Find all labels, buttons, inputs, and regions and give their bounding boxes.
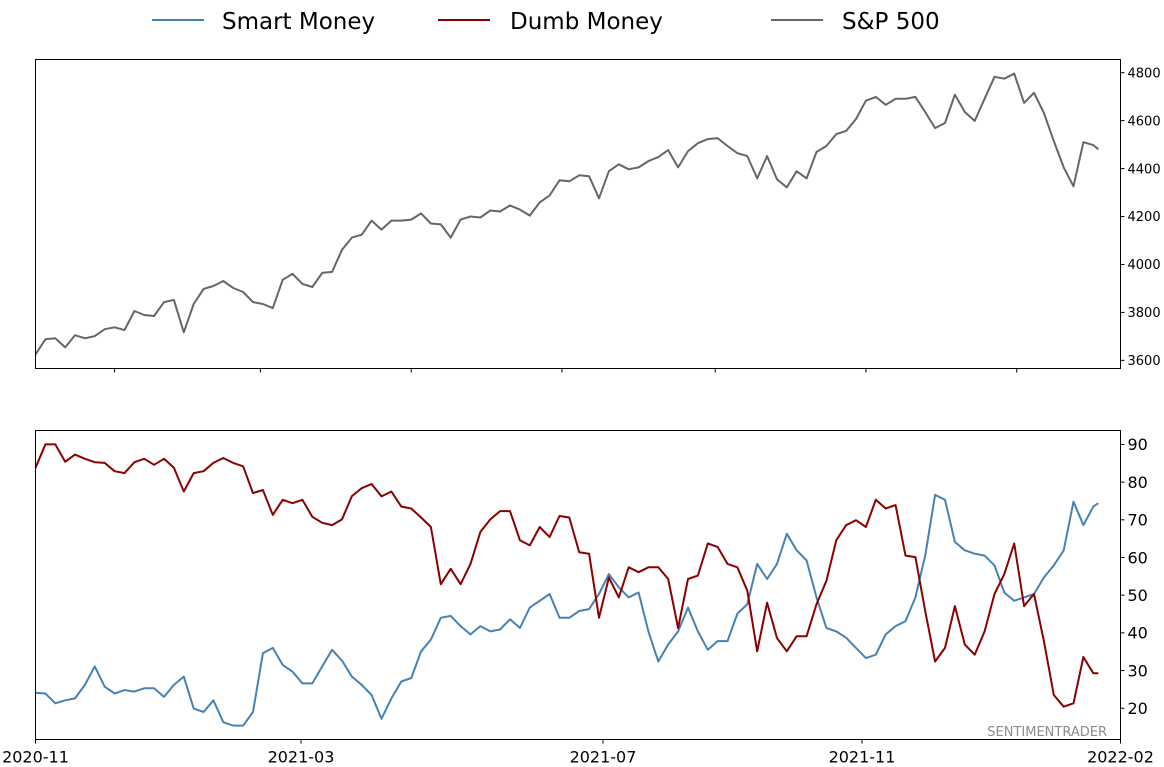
bottom-series-group — [34, 443, 1099, 727]
y-tick-label: 4200 — [1128, 210, 1161, 225]
y-tick-label: 4400 — [1128, 162, 1161, 177]
series-line-smart-money — [35, 493, 1099, 727]
y-tick-label: 30 — [1128, 661, 1148, 680]
top-x-axis — [114, 368, 1018, 373]
series-line-s-p-500 — [34, 72, 1099, 355]
y-tick-label: 40 — [1128, 624, 1148, 643]
legend-label-sp500: S&P 500 — [842, 9, 940, 35]
y-tick-label: 80 — [1128, 473, 1148, 492]
y-tick-label: 3600 — [1128, 354, 1161, 369]
top-y-axis: 3600 3800 4000 4200 4400 4600 4800 — [1120, 66, 1161, 369]
bottom-axes-frame — [35, 430, 1121, 740]
x-tick-label: 2021-11 — [829, 748, 896, 767]
top-axes-frame — [35, 59, 1121, 369]
top-panel-sp500: 3600 3800 4000 4200 4400 4600 4800 — [34, 59, 1161, 373]
series-line-dumb-money — [34, 443, 1099, 708]
legend-label-smart-money: Smart Money — [222, 9, 375, 35]
x-tick-label: 2021-03 — [268, 748, 335, 767]
y-tick-label: 20 — [1128, 699, 1148, 718]
bottom-y-axis: 20 30 40 50 60 70 80 90 — [1120, 435, 1148, 718]
legend-item-dumb-money: Dumb Money — [438, 9, 663, 35]
top-series-group — [34, 72, 1099, 355]
y-tick-label: 90 — [1128, 435, 1148, 454]
watermark: SENTIMENTRADER — [987, 725, 1107, 740]
y-tick-label: 4800 — [1128, 66, 1161, 81]
y-tick-label: 50 — [1128, 586, 1148, 605]
y-tick-label: 3800 — [1128, 306, 1161, 321]
bottom-x-axis: 2020-11 2021-03 2021-07 2021-11 2022-02 — [2, 739, 1154, 767]
x-tick-label: 2021-07 — [570, 748, 637, 767]
y-tick-label: 70 — [1128, 511, 1148, 530]
legend-item-sp500: S&P 500 — [771, 9, 940, 35]
x-tick-label: 2022-02 — [1087, 748, 1154, 767]
x-tick-label: 2020-11 — [2, 748, 69, 767]
legend: Smart Money Dumb Money S&P 500 — [152, 9, 940, 35]
legend-item-smart-money: Smart Money — [152, 9, 375, 35]
y-tick-label: 4600 — [1128, 114, 1161, 129]
legend-label-dumb-money: Dumb Money — [510, 9, 663, 35]
y-tick-label: 4000 — [1128, 258, 1161, 273]
y-tick-label: 60 — [1128, 548, 1148, 567]
